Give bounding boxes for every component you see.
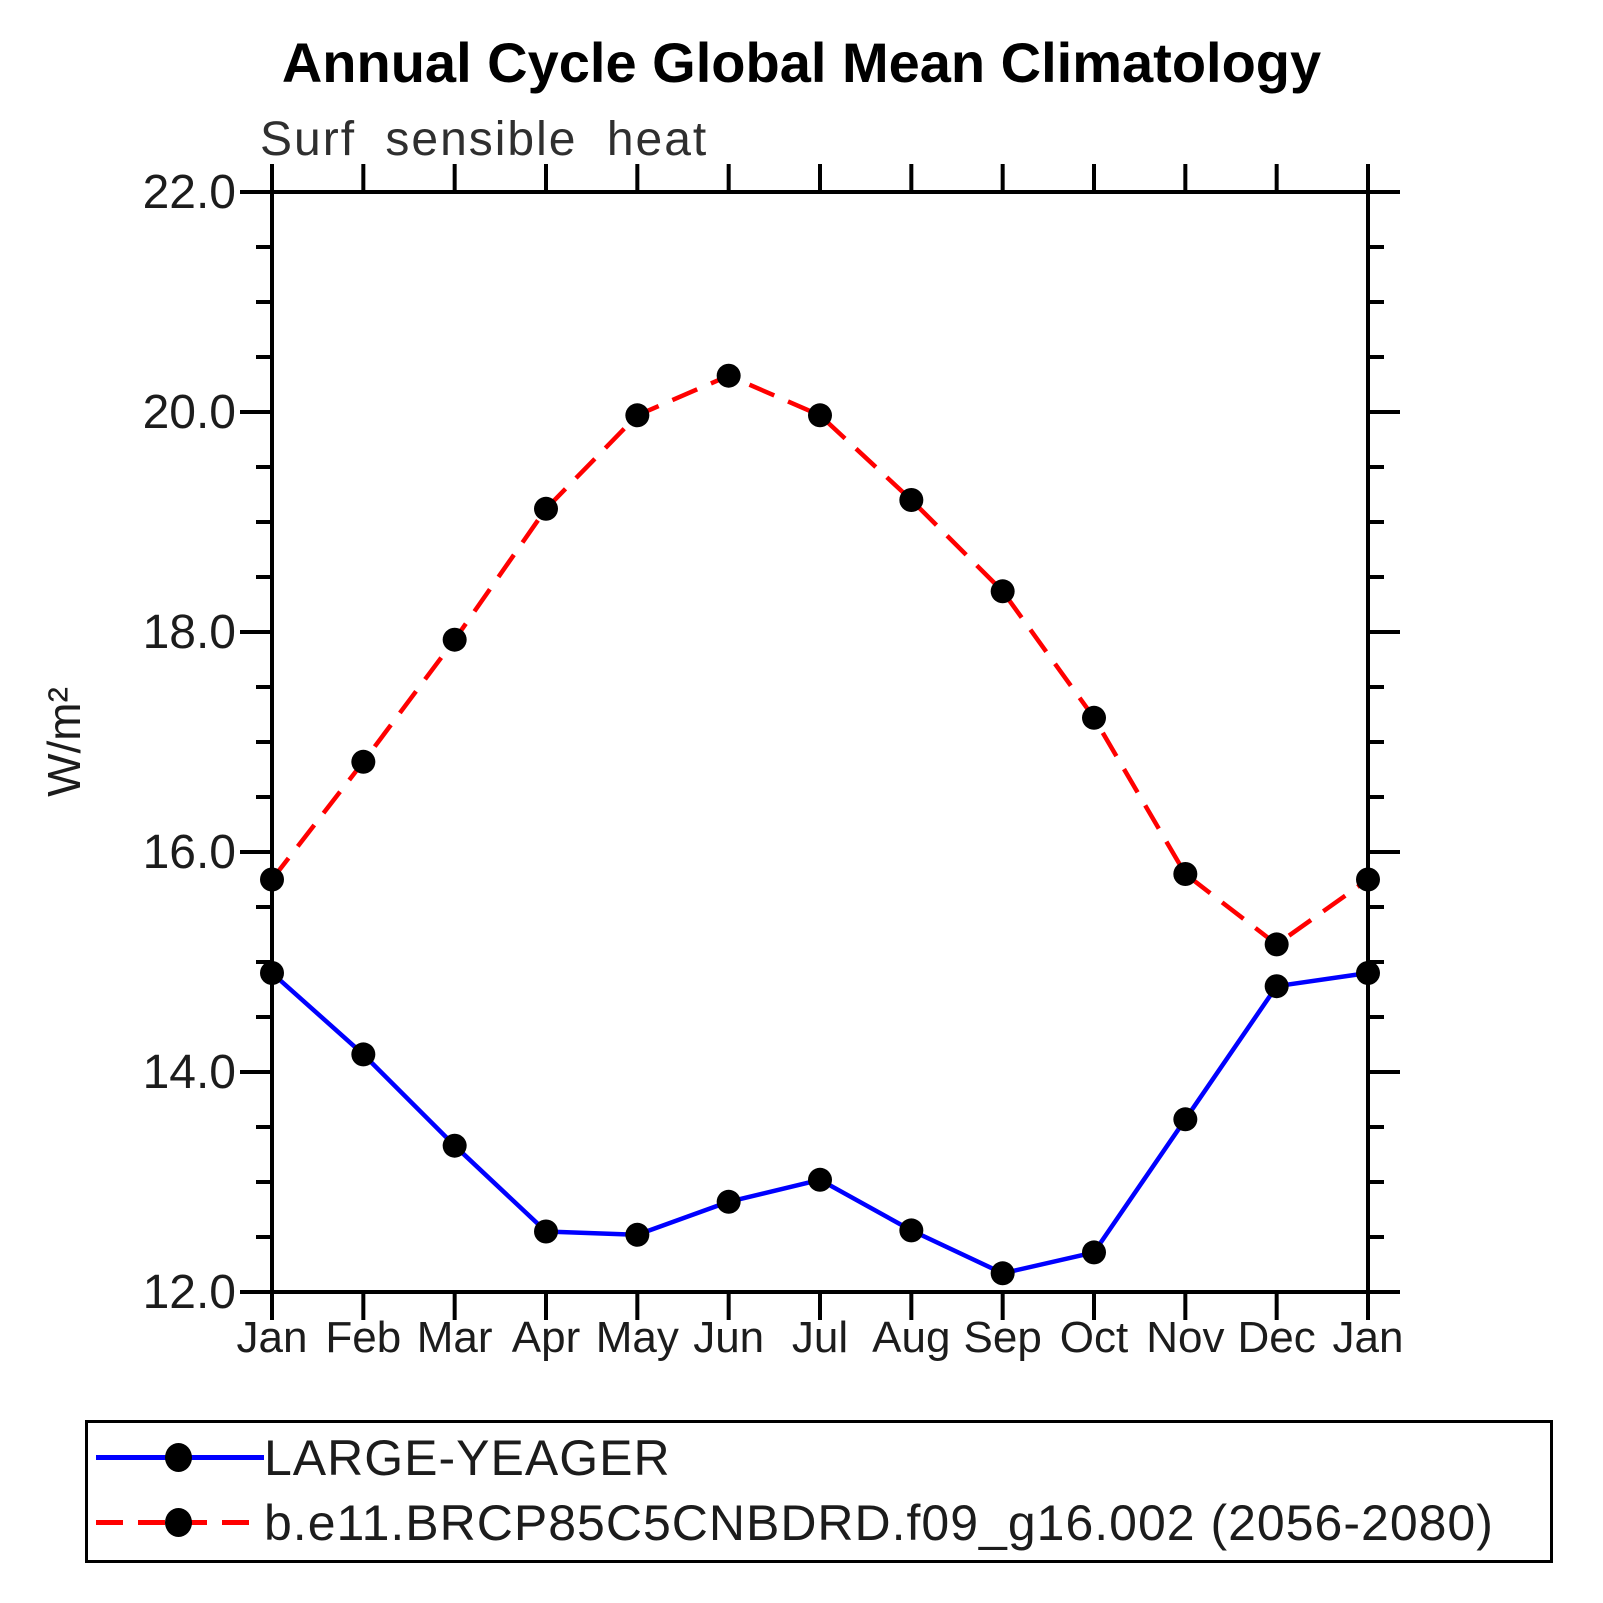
y-tick-label: 18.0 (143, 606, 236, 659)
y-tick-label: 20.0 (143, 386, 236, 439)
x-tick-label: Feb (325, 1313, 401, 1362)
data-point (899, 1218, 924, 1243)
x-tick-label: Sep (964, 1313, 1042, 1362)
x-tick-label: May (596, 1313, 679, 1362)
x-tick-label: Jan (1333, 1313, 1404, 1362)
x-tick-label: Aug (872, 1313, 950, 1362)
x-tick-label: Mar (417, 1313, 493, 1362)
chart-subtitle: Surf sensible heat (260, 113, 709, 166)
x-tick-label: Apr (512, 1313, 580, 1362)
data-point (990, 1261, 1015, 1286)
data-point (808, 403, 832, 428)
x-tick-label: Oct (1060, 1313, 1128, 1362)
data-point (351, 1042, 376, 1067)
legend-marker-red (94, 1493, 264, 1553)
legend-marker-blue (94, 1428, 264, 1488)
data-point (625, 1222, 650, 1247)
legend-row-model-run: b.e11.BRCP85C5CNBDRD.f09_g16.002 (2056-2… (94, 1493, 1546, 1553)
data-point (1082, 1240, 1106, 1265)
x-tick-label: Nov (1146, 1313, 1224, 1362)
legend-row-large-yeager: LARGE-YEAGER (94, 1428, 1546, 1488)
black-dot-marker-icon (165, 1443, 192, 1472)
data-point (1356, 867, 1380, 892)
y-tick-label: 12.0 (143, 1266, 236, 1319)
x-tick-label: Jul (792, 1313, 848, 1362)
x-tick-label: Jan (237, 1313, 308, 1362)
data-point (260, 961, 284, 985)
y-tick-label: 14.0 (143, 1046, 236, 1099)
y-tick-label: 16.0 (143, 826, 236, 879)
x-tick-label: Jun (693, 1313, 764, 1362)
data-point (260, 867, 284, 892)
data-point (1264, 974, 1289, 999)
x-tick-label: Dec (1238, 1313, 1316, 1362)
data-point (351, 749, 376, 774)
data-point (442, 1133, 467, 1158)
chart-title: Annual Cycle Global Mean Climatology (281, 31, 1322, 94)
legend-box: LARGE-YEAGER b.e11.BRCP85C5CNBDRD.f09_g1… (85, 1420, 1553, 1563)
data-point (1356, 961, 1380, 985)
data-point (1082, 705, 1106, 730)
data-point (625, 403, 650, 428)
data-point (716, 363, 741, 388)
data-point (716, 1189, 741, 1214)
data-point (1173, 1107, 1198, 1132)
legend-label-model-run: b.e11.BRCP85C5CNBDRD.f09_g16.002 (2056-2… (264, 1495, 1494, 1551)
data-point (534, 1219, 558, 1244)
data-point (1173, 862, 1198, 886)
data-point (899, 488, 924, 512)
series-line-blue-solid (270, 970, 1369, 1276)
black-dot-marker-icon (165, 1508, 192, 1537)
legend-label-large-yeager: LARGE-YEAGER (264, 1430, 671, 1486)
series-line-red-dashed (270, 373, 1370, 947)
data-point (808, 1167, 832, 1192)
data-point (442, 627, 467, 652)
data-point (534, 496, 558, 521)
y-axis-label: W/m² (38, 687, 90, 797)
y-tick-label: 22.0 (143, 166, 236, 219)
data-point (990, 579, 1015, 604)
data-point (1264, 932, 1289, 957)
